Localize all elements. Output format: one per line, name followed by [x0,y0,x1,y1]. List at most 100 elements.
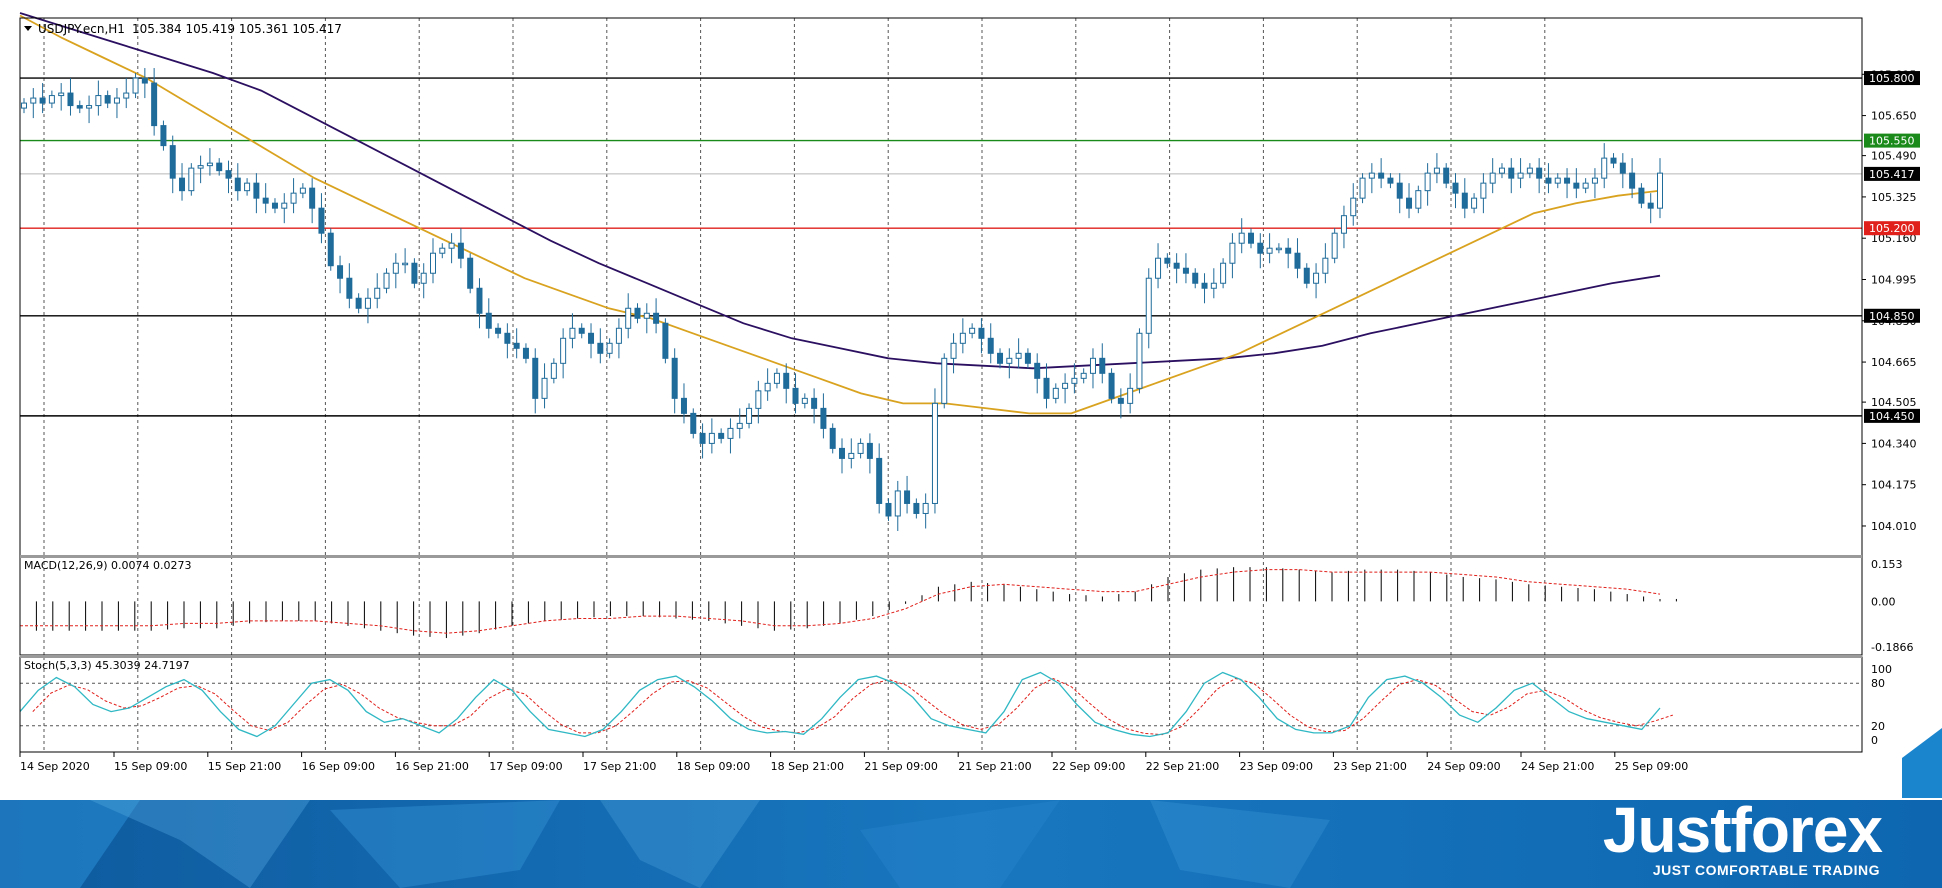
ma-fast-line [19,14,1661,415]
candle [244,178,251,196]
candle [309,178,316,224]
candle [1619,153,1626,189]
candle [1117,388,1124,419]
candle [597,328,604,364]
trading-chart[interactable]: 105.815105.650105.490105.325105.160104.9… [0,0,1942,800]
candle [1164,253,1171,269]
candle [1238,218,1245,254]
time-tick-label: 21 Sep 09:00 [864,760,937,773]
candle [299,183,306,199]
candle [383,268,390,294]
candle [839,438,845,474]
candle [634,303,641,324]
candle [1378,158,1385,189]
candle [1322,243,1329,284]
candle [1155,243,1162,289]
candle [987,323,994,364]
candle [1368,163,1375,194]
candle [216,158,223,176]
candle [1359,173,1366,204]
candle [606,338,613,359]
candle [615,318,622,359]
candle [699,423,706,459]
candle [402,248,409,274]
candle [513,328,520,359]
candle [1331,228,1338,264]
horizontal-levels [20,77,1862,417]
candle [160,120,167,151]
level-tag: 105.800 [1869,72,1915,85]
candle [1210,268,1217,299]
candle [281,193,288,224]
level-tag: 104.850 [1869,310,1915,323]
candle [1461,178,1468,219]
candle [829,423,836,454]
candle [690,408,697,439]
candle [1471,193,1478,214]
candle [941,353,948,409]
macd-tick-label: -0.1866 [1871,641,1913,654]
candle [430,238,436,284]
stoch-title: Stoch(5,3,3) 45.3039 24.7197 [24,659,190,672]
candle [179,163,186,201]
time-tick-label: 18 Sep 09:00 [677,760,750,773]
chart-header: USDJPY.ecn,H1 105.384 105.419 105.361 10… [24,22,342,36]
candle [1145,268,1152,349]
candle [1415,185,1422,214]
candle [225,160,232,194]
candle [792,373,799,414]
candle [783,363,790,404]
candle [727,418,734,454]
candle [1229,233,1236,279]
price-tick-label: 104.665 [1871,356,1917,369]
candle [1201,273,1208,304]
candle [1266,233,1273,264]
candle [188,163,195,196]
candle [1043,363,1050,409]
candle [588,323,595,359]
candle [662,318,669,364]
candle [113,88,120,119]
candle [931,388,938,514]
candle [485,298,492,339]
time-tick-label: 18 Sep 21:00 [771,760,844,773]
candle [262,183,269,214]
stoch-main-line [19,671,1661,738]
dropdown-arrow-icon[interactable] [24,26,32,31]
candle [1024,348,1031,369]
candle [411,258,418,289]
candle [271,198,278,214]
candle [1089,348,1096,389]
candle [1601,143,1608,189]
candle [58,83,65,111]
symbol-title: USDJPY.ecn,H1 [38,22,125,36]
candle [1294,238,1301,279]
stochastic-panel [19,671,1862,738]
candle [104,90,111,109]
candle [1545,163,1552,194]
stoch-tick-label: 20 [1871,720,1885,733]
brand-logo: Justforex [1602,794,1883,866]
candle [197,155,204,184]
candle [959,318,966,354]
time-tick-label: 16 Sep 21:00 [395,760,468,773]
candle [922,493,929,529]
candle [569,313,576,349]
brand-banner [0,800,1942,888]
candle [773,368,780,389]
time-tick-label: 23 Sep 21:00 [1333,760,1406,773]
candle [1340,205,1347,249]
candle [1127,373,1134,414]
time-tick-label: 17 Sep 09:00 [489,760,562,773]
candle [1136,328,1143,394]
time-tick-label: 14 Sep 2020 [20,760,90,773]
candle [1006,348,1013,379]
time-axis: 14 Sep 2020 15 Sep 09:00 15 Sep 21:00 16 Se… [19,752,1688,773]
candle [1526,163,1533,179]
candle [21,98,27,114]
candle [1275,243,1282,254]
candle [1638,183,1645,209]
candle [625,293,632,339]
level-tag: 105.550 [1869,135,1915,148]
candle [290,178,297,214]
